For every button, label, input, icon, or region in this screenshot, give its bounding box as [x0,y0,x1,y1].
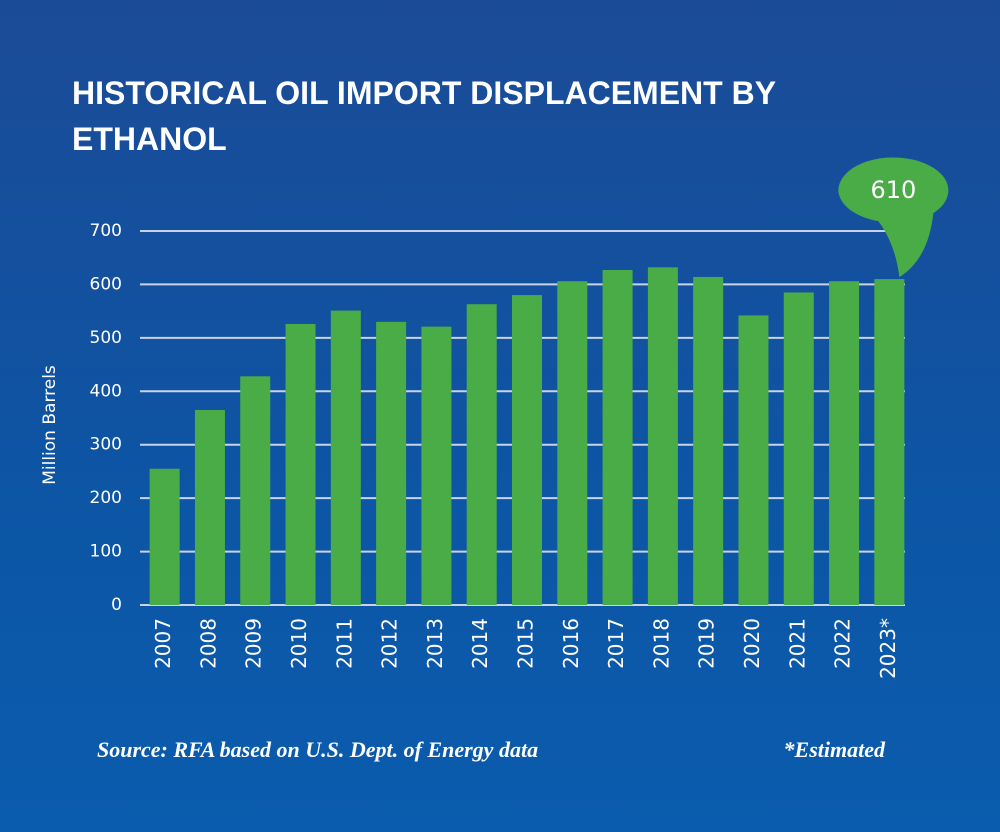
footnote: *Estimated [784,737,886,762]
x-tick-label: 2012 [378,618,402,669]
bar [557,281,588,605]
x-tick-label: 2021 [785,618,809,669]
y-tick-label: 600 [90,274,122,294]
y-axis-label: Million Barrels [40,365,60,485]
x-tick-label: 2016 [559,618,583,669]
bar [376,321,407,605]
x-tick-label: 2015 [514,618,538,669]
x-tick-label: 2017 [604,618,628,669]
bar [149,468,180,605]
bar [693,276,724,605]
x-tick-label: 2009 [242,618,266,669]
y-tick-label: 100 [90,542,122,562]
bar [240,376,271,605]
x-tick-label: 2019 [695,618,719,669]
bar [829,281,860,605]
callout-bubble [838,157,949,278]
y-tick-label: 400 [90,381,122,401]
bar [602,270,633,605]
x-tick-label: 2022 [831,618,855,669]
bar [330,310,361,605]
bar [738,315,769,605]
bar [512,295,542,605]
y-tick-label: 200 [90,488,122,508]
x-tick-label: 2018 [649,618,673,669]
y-tick-label: 300 [90,435,122,455]
x-tick-label: 2007 [151,618,175,669]
bar [874,279,905,605]
x-tick-label: 2010 [287,618,311,669]
x-tick-label: 2020 [740,618,764,669]
bar [421,326,452,605]
x-tick-label: 2014 [468,618,492,669]
bar [285,323,316,605]
y-tick-label: 700 [90,221,122,241]
source: Source: RFA based on U.S. Dept. of Energ… [97,737,538,762]
x-tick-label: 2011 [332,618,356,669]
bar [194,409,225,605]
y-tick-label: 500 [90,328,122,348]
x-tick-label: 2008 [196,618,220,669]
x-tick-label: 2023* [876,618,900,679]
bar [783,292,814,605]
bar [647,267,678,605]
bar [466,304,497,605]
chart-title: HISTORICAL OIL IMPORT DISPLACEMENT BY ET… [72,75,776,157]
callout-label: 610 [870,176,916,204]
x-tick-label: 2013 [423,618,447,669]
y-tick-label: 0 [111,595,122,615]
